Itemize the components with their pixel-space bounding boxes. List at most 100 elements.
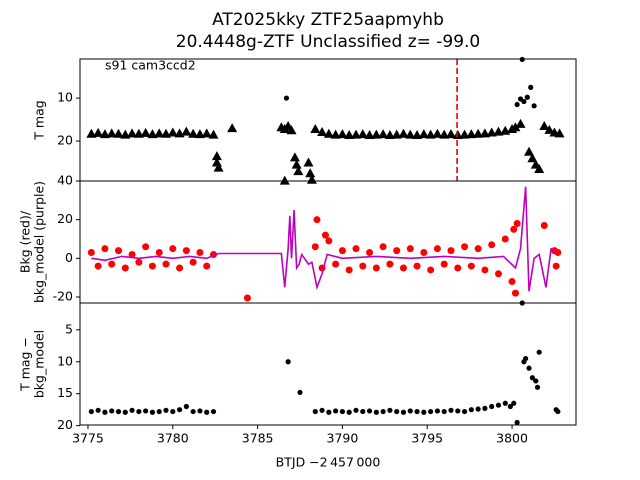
triangle-point	[303, 157, 314, 167]
point	[210, 408, 217, 415]
triangle-point	[154, 128, 165, 138]
point	[511, 400, 517, 406]
point	[345, 266, 353, 274]
point	[414, 408, 420, 415]
point	[513, 220, 521, 228]
point	[494, 270, 502, 278]
triangle-point	[99, 129, 110, 139]
x-tick-label: 3785	[242, 431, 274, 446]
point	[121, 264, 129, 272]
point	[155, 249, 163, 257]
point	[360, 408, 366, 415]
y-axis-label: T mag −	[18, 337, 33, 392]
point	[552, 262, 560, 270]
model-line	[91, 186, 557, 292]
triangle-point	[412, 130, 423, 140]
point	[528, 84, 534, 90]
point	[88, 408, 94, 415]
triangle-point	[384, 130, 395, 140]
y-tick-label: 5	[65, 321, 73, 336]
point	[533, 378, 539, 384]
point	[394, 408, 400, 415]
point	[162, 260, 170, 268]
point	[531, 103, 537, 109]
y-tick-label: 10	[57, 90, 73, 105]
point	[474, 245, 482, 253]
triangle-point	[213, 162, 224, 172]
point	[319, 407, 325, 413]
triangle-point	[439, 129, 450, 139]
point	[129, 407, 135, 413]
point	[511, 289, 519, 297]
triangle-point	[181, 126, 192, 136]
point	[400, 409, 407, 415]
triangle-point	[310, 124, 321, 134]
point	[108, 260, 116, 268]
point	[87, 249, 95, 257]
point	[313, 216, 321, 224]
y-axis-label: bkg_model	[32, 330, 47, 398]
point	[283, 95, 290, 101]
y-tick-label: 40	[57, 173, 73, 188]
triangle-point	[527, 153, 538, 163]
point	[156, 408, 162, 415]
point	[128, 250, 136, 258]
point	[197, 408, 203, 414]
point	[386, 260, 394, 268]
annotation: s91 cam3ccd2	[105, 58, 196, 73]
point	[339, 408, 346, 415]
triangle-point	[293, 166, 304, 176]
y-tick-label: 10	[57, 353, 73, 368]
triangle-point	[473, 128, 484, 138]
y-tick-label: 15	[57, 385, 73, 400]
point	[524, 94, 530, 100]
point	[203, 262, 211, 270]
axes-frame	[79, 302, 577, 426]
point	[379, 243, 387, 251]
point	[501, 235, 509, 243]
point	[149, 409, 156, 415]
point	[514, 101, 520, 108]
triangle-point	[127, 128, 138, 138]
point	[406, 245, 414, 253]
point	[421, 409, 427, 415]
triangle-point	[378, 129, 389, 139]
triangle-point	[479, 128, 490, 138]
point	[455, 408, 461, 414]
point	[461, 243, 469, 251]
y-tick-label: 20	[57, 133, 73, 148]
triangle-point	[459, 129, 470, 139]
point	[122, 409, 128, 415]
triangle-point	[147, 129, 158, 139]
point	[353, 407, 359, 413]
x-tick-label: 3780	[157, 431, 189, 446]
point	[413, 262, 421, 270]
point	[502, 400, 508, 406]
point	[366, 249, 374, 257]
point	[508, 278, 516, 286]
x-tick-label: 3795	[411, 431, 443, 446]
point	[325, 237, 333, 245]
point	[482, 405, 488, 411]
point	[359, 262, 367, 270]
point	[297, 389, 303, 396]
point	[142, 243, 150, 251]
triangle-point	[364, 130, 375, 140]
triangle-point	[305, 168, 316, 178]
point	[454, 264, 462, 272]
point	[189, 258, 197, 266]
y-axis-label: T mag	[32, 100, 47, 140]
point	[338, 247, 346, 255]
triangle-point	[167, 127, 178, 137]
axes-frame	[79, 58, 577, 182]
triangle-point	[291, 159, 302, 169]
point	[495, 402, 502, 408]
triangle-point	[337, 129, 348, 139]
point	[428, 408, 434, 415]
point	[534, 384, 541, 390]
point	[468, 407, 474, 413]
triangle-point	[445, 129, 456, 139]
triangle-point	[106, 128, 117, 138]
chart-title: 20.4448g-ZTF Unclassified z= -99.0	[176, 32, 481, 52]
